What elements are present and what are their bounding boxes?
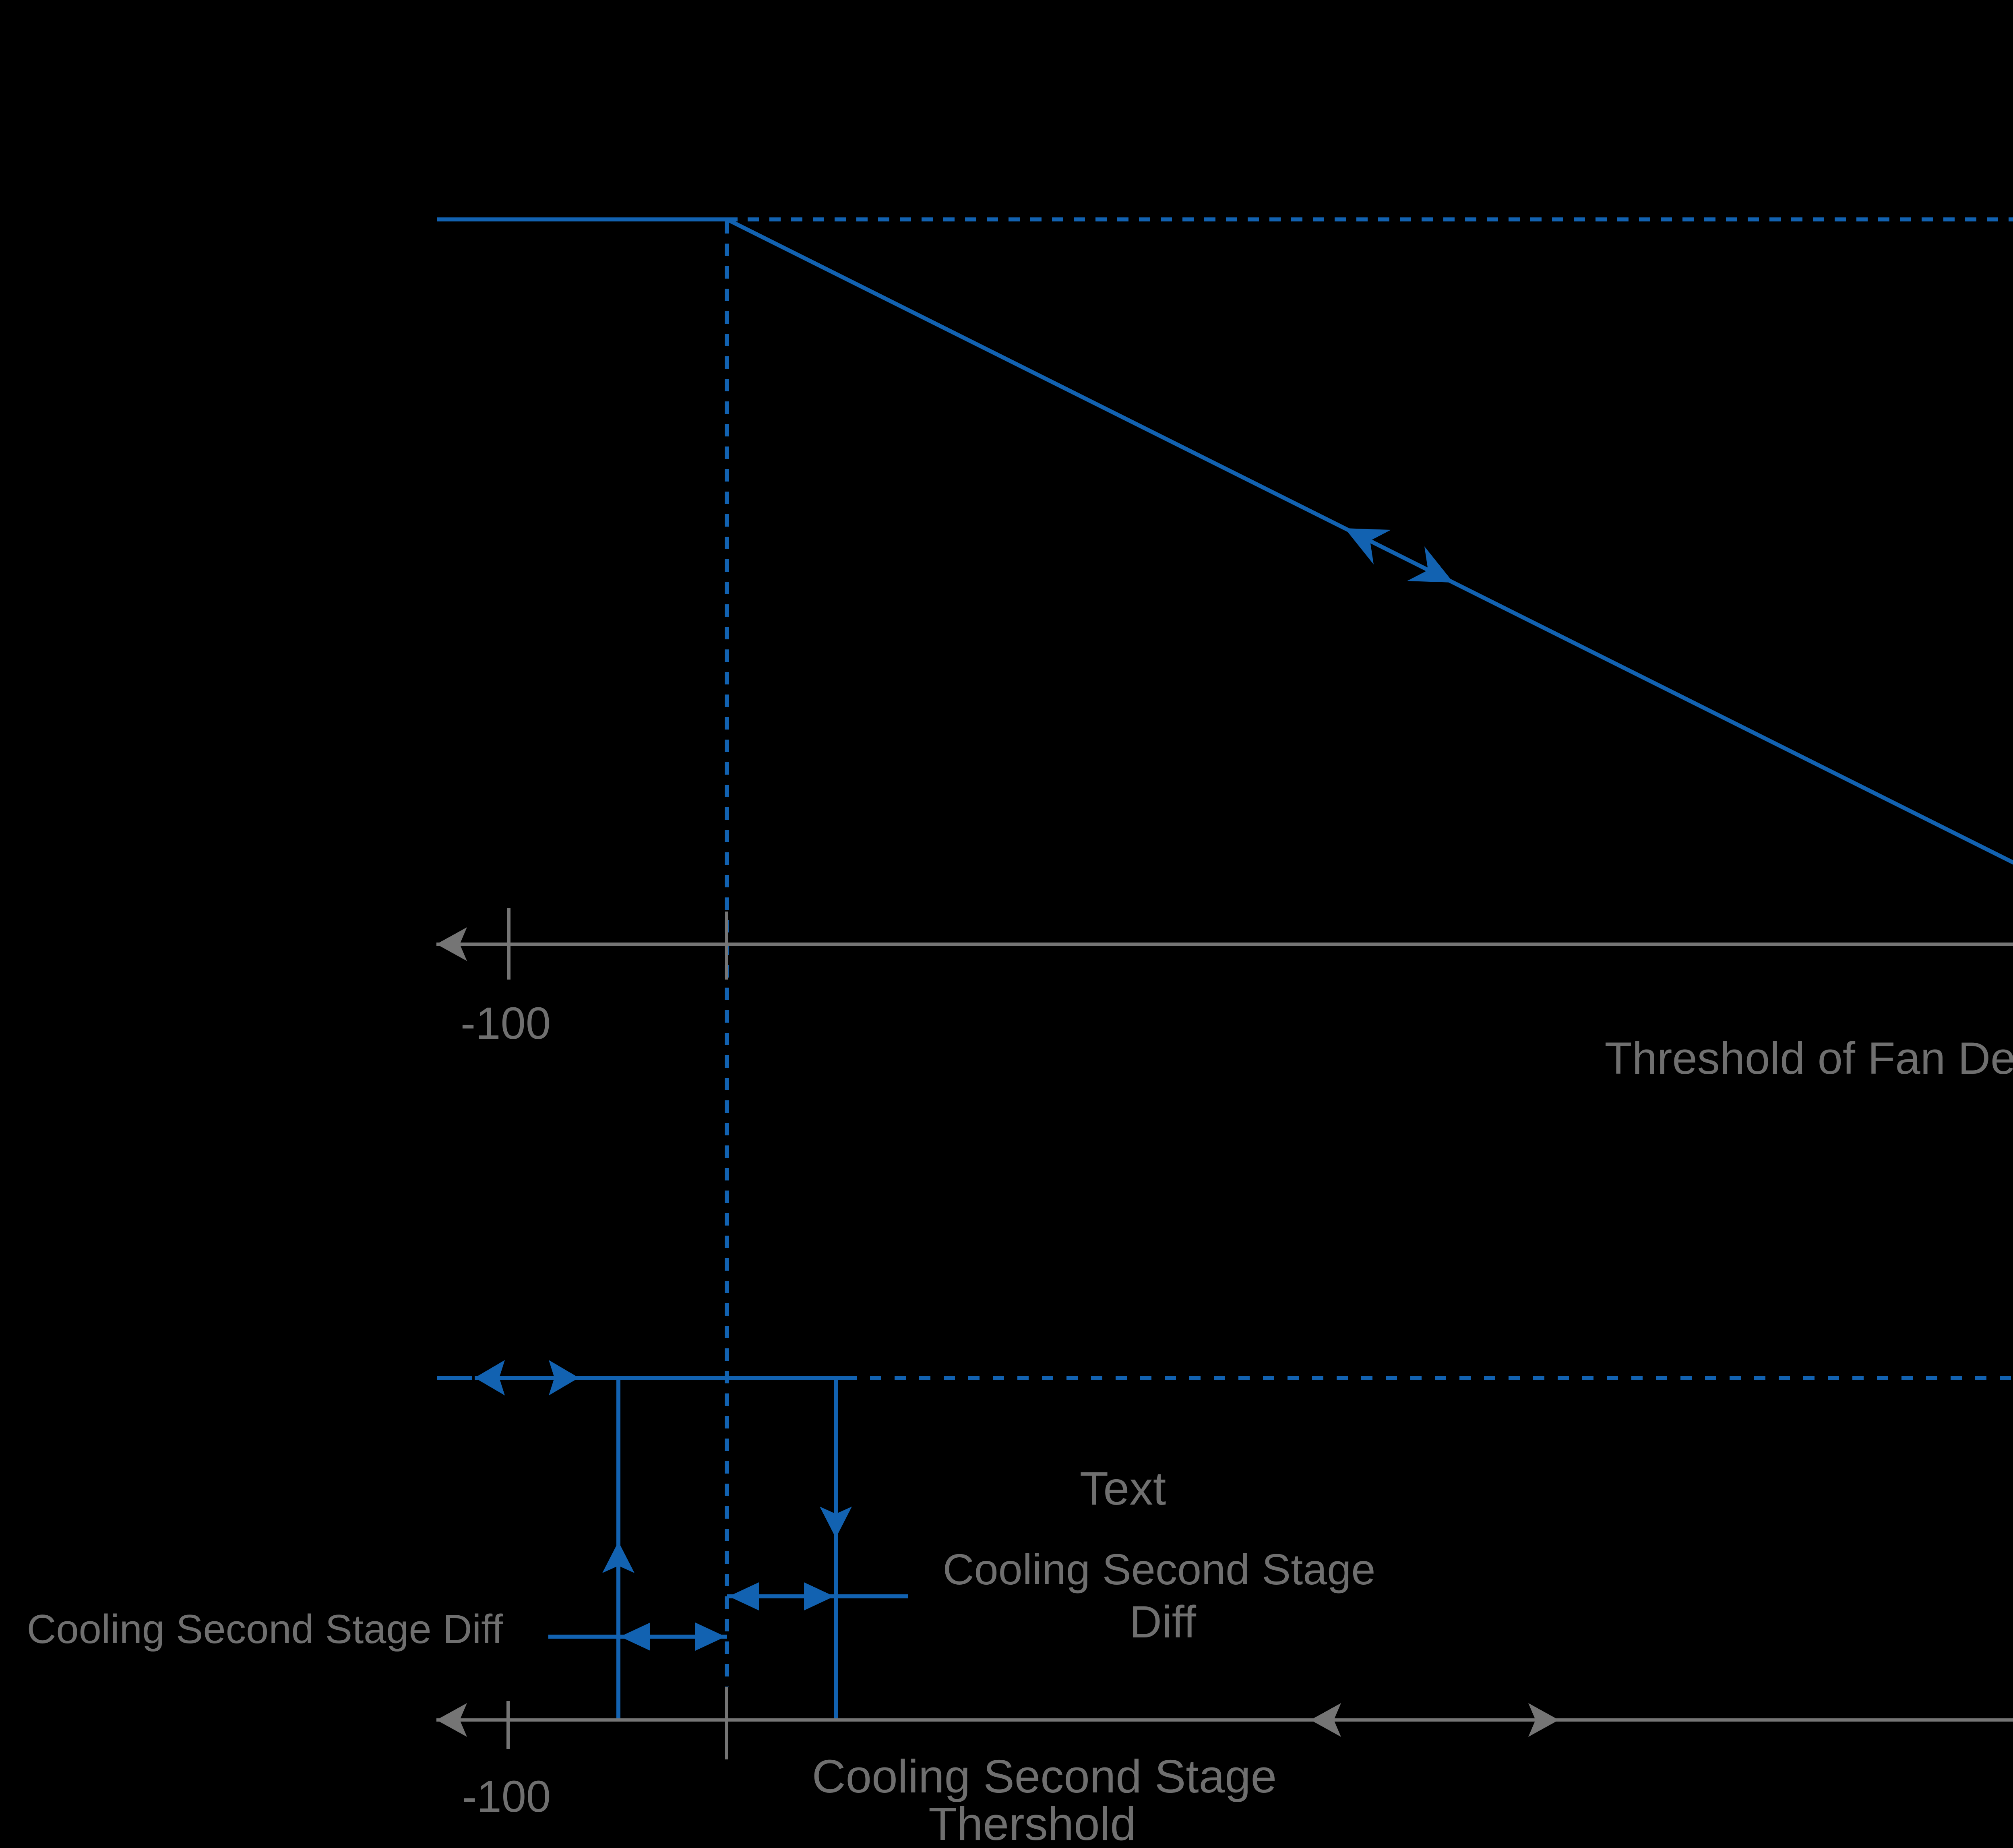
svg-text:-100: -100	[462, 1772, 551, 1821]
svg-text:Diff: Diff	[1129, 1597, 1197, 1647]
svg-text:-100: -100	[461, 998, 551, 1048]
svg-text:Text: Text	[1080, 1462, 1166, 1515]
svg-text:Threshold of Fan Demand: Threshold of Fan Demand	[1604, 1033, 2013, 1083]
svg-text:Cooling Second Stage: Cooling Second Stage	[943, 1545, 1376, 1594]
svg-text:Cooling Second Stage: Cooling Second Stage	[812, 1750, 1277, 1803]
svg-text:Thershold: Thershold	[928, 1798, 1136, 1848]
svg-text:Cooling Second Stage Diff: Cooling Second Stage Diff	[27, 1607, 504, 1652]
